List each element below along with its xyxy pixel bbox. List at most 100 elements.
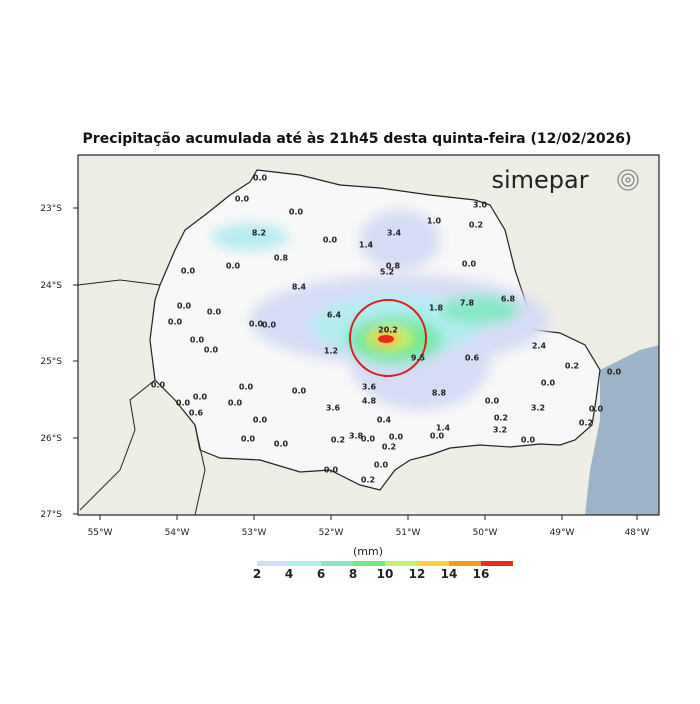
station-value: 0.0 (462, 260, 477, 269)
station-value: 6.4 (327, 311, 342, 320)
station-value: 0.0 (239, 383, 254, 392)
station-value: 0.0 (177, 302, 192, 311)
station-value: 0.2 (382, 443, 396, 452)
legend-swatch (385, 561, 417, 566)
station-value: 6.8 (501, 295, 516, 304)
station-value: 0.0 (589, 405, 604, 414)
station-value: 0.0 (323, 236, 338, 245)
station-value: 0.2 (469, 221, 483, 230)
station-value: 0.0 (193, 393, 208, 402)
legend-label: 4 (285, 567, 293, 581)
station-value: 3.6 (326, 404, 341, 413)
station-value: 3.2 (531, 404, 545, 413)
station-value: 1.0 (427, 217, 442, 226)
lon-tick-label: 48°W (625, 528, 650, 538)
lat-tick-label: 26°S (40, 434, 62, 444)
legend-swatch (353, 561, 385, 566)
station-value: 3.8 (349, 432, 364, 441)
station-value: 8.2 (252, 229, 266, 238)
lon-tick-label: 53°W (242, 528, 267, 538)
station-value: 3.6 (362, 383, 377, 392)
logo-icon (617, 169, 639, 191)
station-value: 0.8 (386, 262, 401, 271)
station-value: 20.2 (378, 326, 398, 335)
lon-tick-label: 52°W (319, 528, 344, 538)
lon-tick-label: 50°W (473, 528, 498, 538)
station-value: 0.2 (494, 414, 508, 423)
station-value: 9.5 (411, 354, 426, 363)
station-value: 0.6 (465, 354, 480, 363)
lat-tick-label: 27°S (40, 510, 62, 520)
legend-label: 2 (253, 567, 261, 581)
station-value: 0.0 (228, 399, 243, 408)
station-value: 0.0 (262, 321, 277, 330)
station-value: 4.8 (362, 397, 377, 406)
station-value: 0.2 (331, 436, 345, 445)
legend-swatch (257, 561, 289, 566)
lat-tick-label: 25°S (40, 357, 62, 367)
station-value: 0.4 (377, 416, 392, 425)
lat-tick-label: 23°S (40, 204, 62, 214)
station-value: 0.0 (292, 387, 307, 396)
station-value: 0.0 (204, 346, 219, 355)
station-value: 1.4 (436, 424, 451, 433)
station-value: 0.0 (207, 308, 222, 317)
station-value: 0.0 (190, 336, 205, 345)
station-value: 0.0 (253, 174, 268, 183)
legend-label: 8 (349, 567, 357, 581)
station-value: 3.2 (493, 426, 507, 435)
legend-unit: (mm) (353, 545, 383, 558)
station-value: 5.2 (380, 268, 394, 277)
title: Precipitação acumulada até às 21h45 dest… (83, 131, 632, 147)
station-value: 2.4 (532, 342, 547, 351)
station-value: 0.0 (274, 440, 289, 449)
legend-label: 16 (473, 567, 490, 581)
station-value: 3.4 (387, 229, 402, 238)
station-value: 0.8 (274, 254, 289, 263)
station-value: 0.6 (189, 409, 204, 418)
station-value: 0.0 (389, 433, 404, 442)
station-value: 8.8 (432, 389, 447, 398)
legend-swatch (321, 561, 353, 566)
station-value: 0.0 (235, 195, 250, 204)
legend-label: 6 (317, 567, 325, 581)
station-value: 0.0 (324, 466, 339, 475)
station-value: 1.4 (359, 241, 374, 250)
station-value: 0.0 (607, 368, 622, 377)
legend-swatch (481, 561, 513, 566)
lat-tick-label: 24°S (40, 281, 62, 291)
station-value: 0.0 (241, 435, 256, 444)
logo: simepar (491, 166, 588, 194)
station-value: 0.0 (485, 397, 500, 406)
borders (78, 279, 206, 515)
frame (77, 154, 660, 516)
station-value: 1.2 (324, 347, 338, 356)
station-value: 0.0 (181, 267, 196, 276)
station-value: 1.8 (429, 304, 444, 313)
legend-swatch (289, 561, 321, 566)
legend-swatch (449, 561, 481, 566)
station-value: 0.0 (430, 432, 445, 441)
station-value: 0.0 (253, 416, 268, 425)
station-value: 7.8 (460, 299, 475, 308)
legend-swatch (417, 561, 449, 566)
station-value: 0.0 (176, 399, 191, 408)
station-value: 0.0 (374, 461, 389, 470)
legend-label: 12 (409, 567, 426, 581)
lon-tick-label: 51°W (396, 528, 421, 538)
station-value: 0.0 (361, 435, 376, 444)
station-value: 0.0 (168, 318, 183, 327)
lon-tick-label: 55°W (88, 528, 113, 538)
highlight-circle (349, 299, 427, 377)
station-value: 8.4 (292, 283, 307, 292)
station-value: 0.2 (565, 362, 579, 371)
station-value: 0.2 (361, 476, 375, 485)
lon-tick-label: 49°W (550, 528, 575, 538)
station-value: 0.2 (579, 419, 593, 428)
map: 0.00.00.08.20.01.43.41.03.00.20.00.85.20… (78, 155, 659, 515)
station-value: 0.0 (521, 436, 536, 445)
station-value: 0.0 (541, 379, 556, 388)
station-value: 0.0 (226, 262, 241, 271)
station-value: 0.0 (249, 320, 264, 329)
